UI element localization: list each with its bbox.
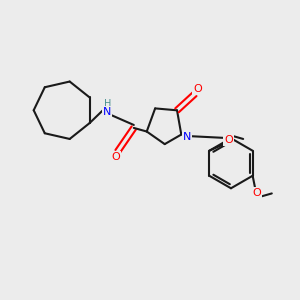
- Text: O: O: [112, 152, 121, 162]
- Text: O: O: [253, 188, 261, 197]
- Text: O: O: [224, 135, 233, 145]
- Text: N: N: [103, 107, 112, 117]
- Text: N: N: [182, 133, 191, 142]
- Text: H: H: [103, 99, 111, 109]
- Text: O: O: [193, 84, 202, 94]
